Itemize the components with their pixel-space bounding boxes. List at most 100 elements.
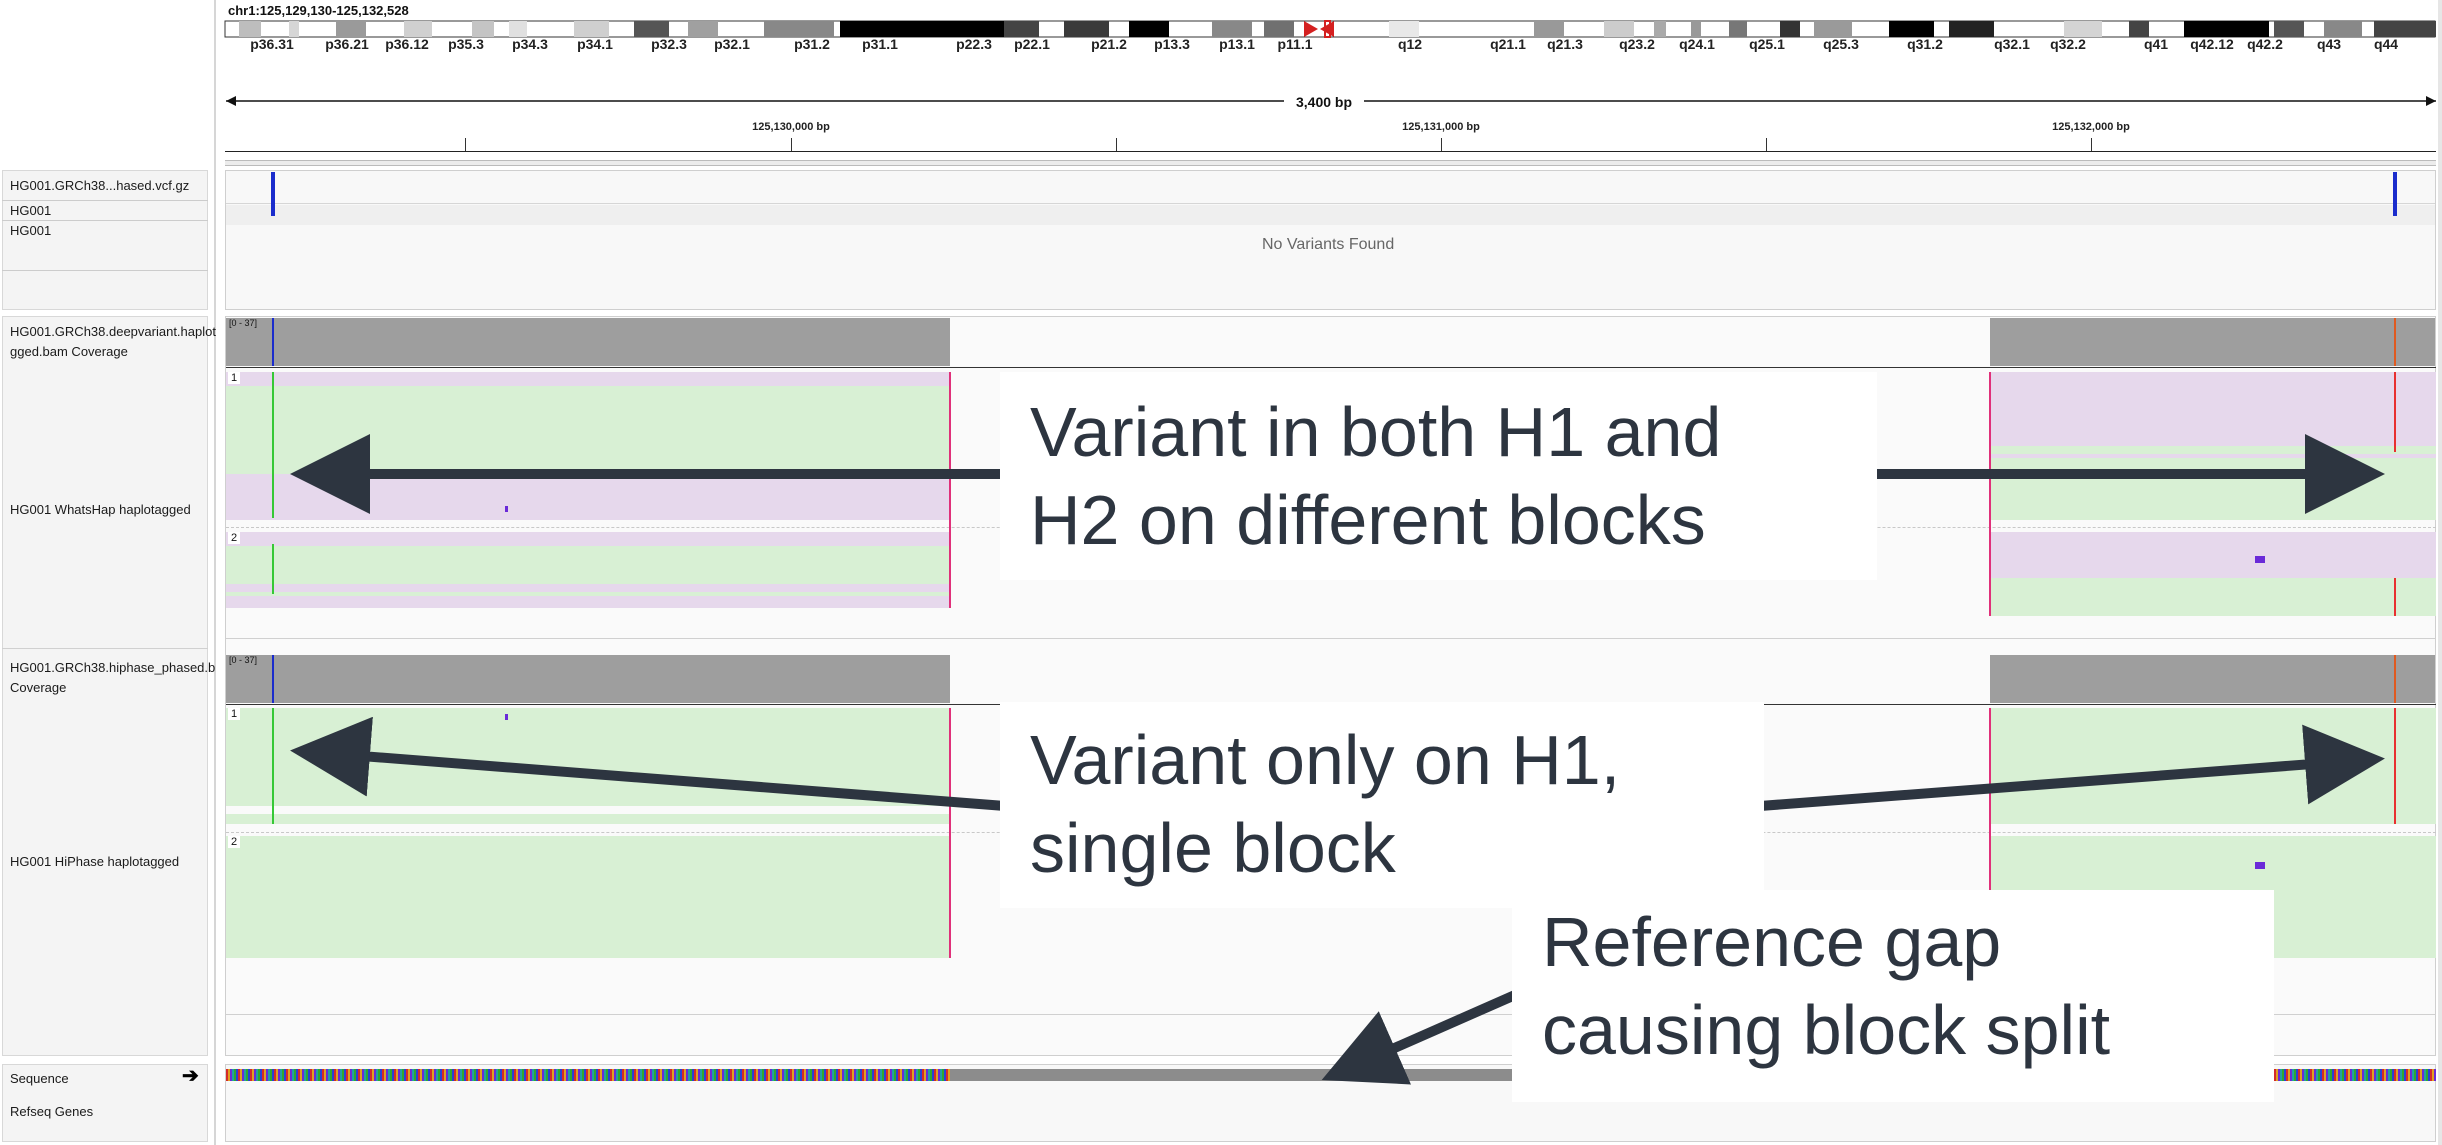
hiphase-coverage-name[interactable]: HG001.GRCh38.hiphase_phased.b <box>10 660 216 675</box>
ruler-axis <box>225 151 2436 152</box>
hiphase-coverage-name[interactable]: Coverage <box>10 680 67 695</box>
refseq-track-name[interactable]: Refseq Genes <box>10 1104 94 1119</box>
read-block-h2[interactable] <box>226 596 950 608</box>
ideogram-band <box>1389 21 1419 37</box>
insertion-mark <box>505 714 508 720</box>
alignment-name-box <box>2 316 208 1056</box>
whatshap-coverage-name[interactable]: gged.bam Coverage <box>10 344 128 359</box>
coverage-range: [0 - 37] <box>229 318 258 328</box>
ideogram-band <box>336 21 366 37</box>
ideogram-band-label: p36.12 <box>385 36 429 52</box>
ideogram-band-label: q42.12 <box>2190 36 2234 52</box>
callout-line: Variant only on H1, <box>1030 721 1621 799</box>
coverage-range: [0 - 37] <box>229 655 258 665</box>
ideogram-band <box>1129 21 1169 37</box>
ruler-tick <box>1116 138 1117 152</box>
ideogram-band-label: q31.2 <box>1907 36 1943 52</box>
read-block-h2[interactable] <box>1990 532 2436 578</box>
coverage-variant-mark <box>272 655 274 703</box>
ruler-tick-label: 125,131,000 bp <box>1402 121 1480 133</box>
locus-label: chr1:125,129,130-125,132,528 <box>228 3 409 18</box>
vcf-sample-name[interactable]: HG001 <box>10 223 52 238</box>
whatshap-coverage-name[interactable]: HG001.GRCh38.deepvariant.haplot <box>10 324 216 339</box>
ideogram-band <box>1534 21 1564 37</box>
feature-name-box <box>2 1064 208 1142</box>
panel-splitter[interactable] <box>225 160 2436 166</box>
block-boundary <box>949 708 951 958</box>
read-block-h2[interactable] <box>1990 372 2436 446</box>
annotation-callout: Reference gap causing block split <box>1512 890 2274 1102</box>
read-block-h1[interactable] <box>226 708 950 806</box>
read-block-h1[interactable] <box>1990 578 2436 616</box>
ideogram-band-label: p11.1 <box>1277 36 1313 52</box>
ideogram-band-label: q24.1 <box>1679 36 1715 52</box>
read-block-h1[interactable] <box>226 386 950 474</box>
haplotype-group-label: 1 <box>228 372 241 384</box>
ideogram-band-label: q32.2 <box>2050 36 2086 52</box>
sequence-track-name[interactable]: Sequence <box>10 1071 69 1086</box>
current-view-marker <box>1324 20 1331 38</box>
ideogram-band-label: q12 <box>1397 36 1423 52</box>
ideogram-band-label: q25.1 <box>1749 36 1785 52</box>
read-block-h1[interactable] <box>1990 446 2436 454</box>
vcf-track[interactable] <box>225 170 2436 310</box>
coverage-bar[interactable] <box>1990 318 2435 366</box>
ideogram-band-label: p21.2 <box>1091 36 1127 52</box>
ideogram-band-label: q23.2 <box>1619 36 1655 52</box>
ruler-tick <box>791 138 792 152</box>
ideogram-band-label: p34.1 <box>577 36 613 52</box>
vcf-track-name[interactable]: HG001.GRCh38...hased.vcf.gz <box>10 178 190 193</box>
coverage-bar[interactable] <box>1990 655 2435 703</box>
vcf-sample-name[interactable]: HG001 <box>10 203 52 218</box>
ideogram-band-label: p32.3 <box>651 36 687 52</box>
ideogram-band <box>239 21 261 37</box>
read-block-h2[interactable] <box>226 474 950 520</box>
whatshap-track-name[interactable]: HG001 WhatsHap haplotagged <box>10 502 191 517</box>
read-block-h1[interactable] <box>226 814 950 824</box>
ideogram-band <box>1889 21 1934 37</box>
coverage-variant-mark <box>272 318 274 366</box>
read-block-h1[interactable] <box>1990 458 2436 520</box>
coverage-bar[interactable] <box>226 655 950 703</box>
read-block-h2[interactable] <box>226 584 950 592</box>
read-block-h1[interactable] <box>226 592 950 596</box>
ideogram-band-label: q42.2 <box>2247 36 2283 52</box>
read-block-h2[interactable] <box>1990 454 2436 458</box>
ideogram-band <box>2129 21 2149 37</box>
coverage-divider <box>226 367 2436 368</box>
ruler-tick-label: 125,130,000 bp <box>752 121 830 133</box>
ideogram-band-label: p32.1 <box>714 36 750 52</box>
ideogram-band-label: q43 <box>2316 36 2342 52</box>
ideogram-band-label: q44 <box>2373 36 2399 52</box>
arrow-right-icon[interactable]: ➔ <box>182 1065 199 1087</box>
chromosome-ideogram[interactable] <box>224 20 2436 38</box>
ideogram-band-label: p35.3 <box>448 36 484 52</box>
ideogram-band-label: p22.3 <box>956 36 992 52</box>
pane-divider[interactable] <box>214 0 216 1145</box>
variant-marker[interactable] <box>2393 172 2397 216</box>
ideogram-band-label: q21.3 <box>1547 36 1583 52</box>
ideogram-band-label: q32.1 <box>1994 36 2030 52</box>
ideogram-band <box>509 21 527 37</box>
haplotype-group-label: 1 <box>228 708 241 720</box>
read-block-h1[interactable] <box>226 836 950 958</box>
ideogram-band <box>2374 21 2436 37</box>
read-block-h1[interactable] <box>226 546 950 584</box>
no-variants-message: No Variants Found <box>1262 236 1395 253</box>
ruler-span <box>226 96 2436 106</box>
coverage-bar[interactable] <box>226 318 950 366</box>
ideogram-band-label: q21.1 <box>1490 36 1526 52</box>
ruler-tick <box>465 138 466 152</box>
callout-line: single block <box>1030 809 1396 887</box>
read-variant-mark <box>272 372 274 518</box>
read-block-h2[interactable] <box>226 532 950 546</box>
read-block-h1[interactable] <box>1990 708 2436 824</box>
read-block-h2[interactable] <box>226 372 950 386</box>
read-variant-mark <box>272 708 274 824</box>
hiphase-track-name[interactable]: HG001 HiPhase haplotagged <box>10 854 180 869</box>
ideogram-band <box>1212 21 1252 37</box>
variant-marker[interactable] <box>271 172 275 216</box>
ideogram-band-label: p31.1 <box>862 36 898 52</box>
ideogram-band <box>688 21 718 37</box>
insertion-mark <box>505 506 508 512</box>
